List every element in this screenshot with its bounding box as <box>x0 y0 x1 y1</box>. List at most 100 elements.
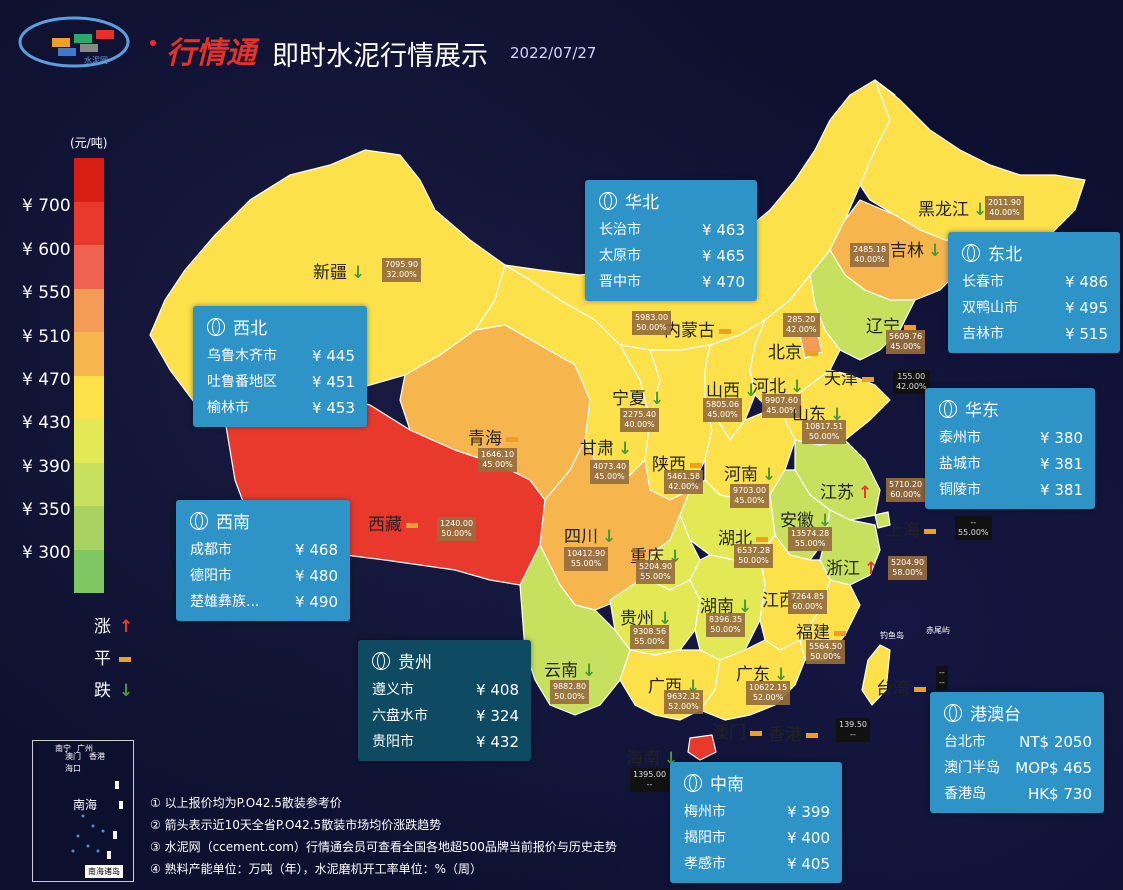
region-price-box[interactable]: 中南 梅州市 ¥ 399 揭阳市 ¥ 400 孝感市 ¥ 405 <box>670 762 842 883</box>
globe-icon <box>939 399 957 418</box>
down-arrow-icon: ↓ <box>351 263 366 283</box>
city-price: ¥ 451 <box>312 373 355 391</box>
region-title: 港澳台 <box>970 705 1021 725</box>
city-price: ¥ 405 <box>787 855 830 873</box>
flat-bar-icon <box>914 686 926 692</box>
flat-bar-icon <box>806 732 818 738</box>
province-label[interactable]: 内蒙古 <box>664 316 731 341</box>
province-stat: 9632.32 52.00% <box>664 690 704 714</box>
city-name: 香港岛 <box>944 786 986 802</box>
city-price-row: 晋中市 ¥ 470 <box>599 269 745 295</box>
city-price-row: 梅州市 ¥ 399 <box>684 799 830 825</box>
city-price: ¥ 324 <box>476 707 519 725</box>
legend-tick: ¥ 470 <box>22 370 71 390</box>
flat-bar-icon <box>924 528 936 534</box>
province-stat: 285.20 42.00% <box>783 313 820 337</box>
scale-swatch <box>74 201 104 245</box>
province-label[interactable]: 广东 ↓ <box>736 665 789 685</box>
region-price-box[interactable]: 贵州 遵义市 ¥ 408 六盘水市 ¥ 324 贵阳市 ¥ 432 <box>358 640 531 761</box>
city-price-row: 楚雄彝族... ¥ 490 <box>190 589 338 615</box>
city-price: ¥ 400 <box>787 829 830 847</box>
province-label[interactable]: 甘肃 ↓ <box>580 439 633 459</box>
province-label[interactable]: 天津 <box>824 364 874 389</box>
city-price: ¥ 515 <box>1065 325 1108 343</box>
province-label[interactable]: 福建 <box>796 618 846 643</box>
province-label[interactable]: 四川 ↓ <box>564 527 617 547</box>
region-title: 中南 <box>710 775 744 795</box>
province-label[interactable]: 浙江 ↑ <box>826 559 879 579</box>
province-label[interactable]: 青海 <box>468 424 518 449</box>
province-label[interactable]: 山西 ↓ <box>706 381 759 401</box>
province-label[interactable]: 上海 <box>886 516 936 541</box>
city-name: 台北市 <box>944 734 986 750</box>
province-stat: 139.50 -- <box>836 718 870 742</box>
province-label[interactable]: 北京 <box>768 338 818 363</box>
province-stat: 8396.35 50.00% <box>706 613 746 637</box>
province-label[interactable]: 江苏 ↑ <box>820 483 873 503</box>
province-label[interactable]: 云南 ↓ <box>544 661 597 681</box>
color-scale <box>74 158 104 593</box>
city-price: NT$ 2050 <box>1019 733 1092 751</box>
province-label[interactable]: 安徽 ↓ <box>780 511 833 531</box>
legend-down: 跌 ↓ <box>94 681 134 701</box>
city-price: ¥ 480 <box>295 567 338 585</box>
down-arrow-icon: ↓ <box>618 439 633 459</box>
province-label[interactable]: 湖南 ↓ <box>700 597 753 617</box>
region-title: 西南 <box>216 513 250 533</box>
flat-bar-icon <box>719 328 731 334</box>
scale-swatch <box>74 506 104 550</box>
down-arrow-icon: ↓ <box>818 511 833 531</box>
province-stat: 7095.90 32.00% <box>382 258 422 282</box>
region-price-box[interactable]: 港澳台 台北市 NT$ 2050 澳门半岛 MOP$ 465 香港岛 HK$ 730 <box>930 692 1104 813</box>
province-stat: 1395.00 -- <box>630 768 670 792</box>
down-arrow-icon: ↓ <box>738 597 753 617</box>
city-name: 贵阳市 <box>372 734 414 750</box>
province-label[interactable]: 台湾 <box>876 674 926 699</box>
legend-tick: ¥ 550 <box>22 283 71 303</box>
city-price: ¥ 445 <box>312 347 355 365</box>
globe-icon <box>207 317 225 336</box>
city-price: ¥ 468 <box>295 541 338 559</box>
city-price-row: 遵义市 ¥ 408 <box>372 677 519 703</box>
city-price: ¥ 399 <box>787 803 830 821</box>
region-price-box[interactable]: 东北 长春市 ¥ 486 双鸭山市 ¥ 495 吉林市 ¥ 515 <box>948 232 1120 353</box>
city-price: ¥ 470 <box>702 273 745 291</box>
south-china-sea-inset: 南宁 广州 香港 澳门 海口 南海 南海诸岛 <box>32 740 134 882</box>
footnotes: ① 以上报价均为P.O42.5散装参考价 ② 箭头表示近10天全省P.O42.5… <box>150 792 617 880</box>
city-name: 盐城市 <box>939 456 981 472</box>
legend-unit: (元/吨) <box>70 136 108 150</box>
province-label[interactable]: 香港 <box>768 720 818 745</box>
region-price-box[interactable]: 华东 泰州市 ¥ 380 盐城市 ¥ 381 铜陵市 ¥ 381 <box>925 388 1095 509</box>
scale-swatch <box>74 332 104 376</box>
province-label[interactable]: 黑龙江 ↓ <box>918 200 988 220</box>
province-label[interactable]: 澳门 <box>712 718 762 743</box>
province-label[interactable]: 新疆 ↓ <box>313 263 366 283</box>
flat-bar-icon <box>756 536 768 542</box>
city-price: MOP$ 465 <box>1015 759 1092 777</box>
city-price: ¥ 465 <box>702 247 745 265</box>
city-name: 泰州市 <box>939 430 981 446</box>
province-stat: 4073.40 45.00% <box>590 460 630 484</box>
city-name: 梅州市 <box>684 804 726 820</box>
legend-tick: ¥ 300 <box>22 543 71 563</box>
province-label[interactable]: 西藏 <box>368 510 418 535</box>
region-price-box[interactable]: 华北 长治市 ¥ 463 太原市 ¥ 465 晋中市 ¥ 470 <box>585 180 757 301</box>
region-price-box[interactable]: 西北 乌鲁木齐市 ¥ 445 吐鲁番地区 ¥ 451 榆林市 ¥ 453 <box>193 306 367 427</box>
province-stat: 5204.90 58.00% <box>888 556 928 580</box>
flat-bar-icon <box>406 522 418 528</box>
province-label[interactable]: 河南 ↓ <box>724 465 777 485</box>
province-label[interactable]: 吉林 ↓ <box>890 241 943 261</box>
flat-bar-icon <box>690 462 702 468</box>
region-price-box[interactable]: 西南 成都市 ¥ 468 德阳市 ¥ 480 楚雄彝族... ¥ 490 <box>176 500 350 621</box>
province-label[interactable]: 河北 ↓ <box>752 377 805 397</box>
globe-icon <box>372 651 390 670</box>
city-price-row: 六盘水市 ¥ 324 <box>372 703 519 729</box>
province-label[interactable]: 贵州 ↓ <box>620 609 673 629</box>
note-2: ② 箭头表示近10天全省P.O42.5散装市场均价涨跌趋势 <box>150 818 442 832</box>
province-stat: -- -- <box>936 666 948 690</box>
province-label[interactable]: 宁夏 ↓ <box>612 389 665 409</box>
city-name: 揭阳市 <box>684 830 726 846</box>
province-stat: 10817.51 50.00% <box>802 420 847 444</box>
legend-tick: ¥ 510 <box>22 327 71 347</box>
city-price: HK$ 730 <box>1027 785 1092 803</box>
